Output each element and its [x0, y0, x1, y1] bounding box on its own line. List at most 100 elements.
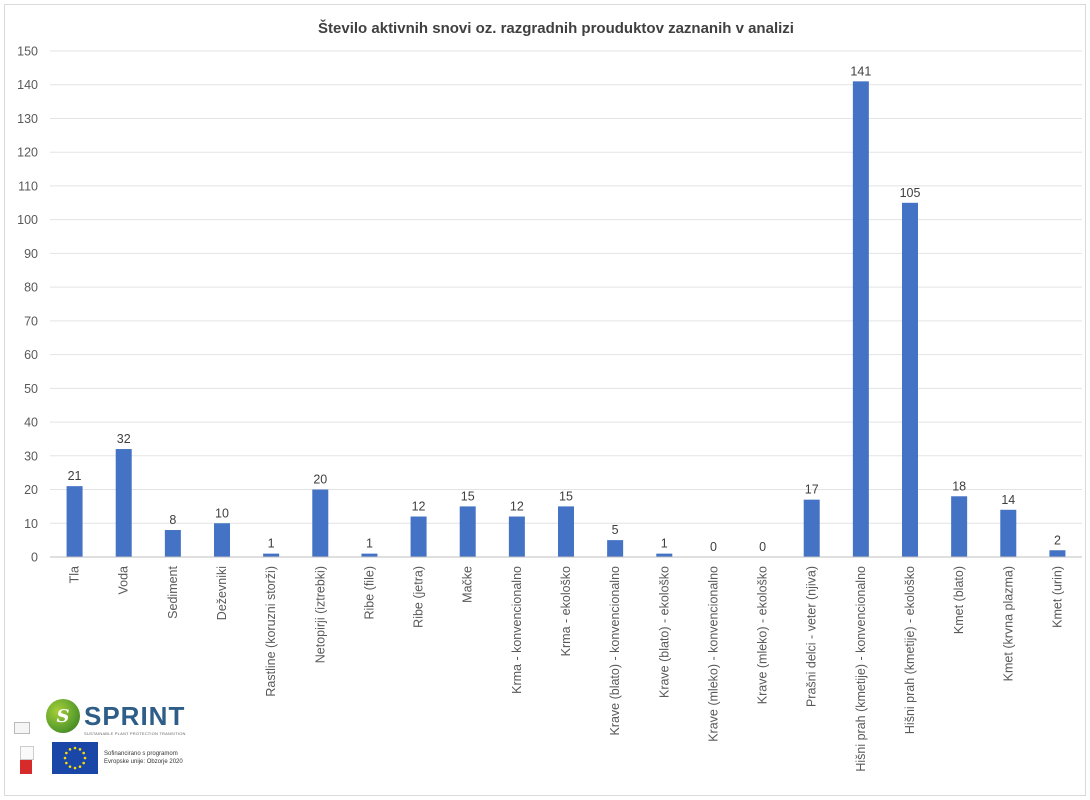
y-tick-label: 60	[24, 348, 38, 362]
x-axis-categories: Tla Voda Sediment Deževniki Rastline (koruzn…	[68, 565, 1065, 771]
x-category-label: Kmet (blato)	[952, 566, 966, 634]
eu-star	[65, 751, 68, 755]
y-tick-label: 120	[17, 146, 38, 160]
sprint-tagline: SUSTAINABLE PLANT PROTECTION TRANSITION	[84, 731, 186, 736]
partner-emblem	[20, 746, 34, 760]
eu-funding-text: Sofinancirano s programom Evropske unije…	[104, 750, 214, 766]
eu-star	[63, 756, 67, 760]
data-label: 12	[510, 500, 524, 514]
logo-block: S SPRINT SUSTAINABLE PLANT PROTECTION TR…	[12, 698, 212, 788]
bar	[852, 81, 869, 558]
y-tick-label: 80	[24, 281, 38, 295]
x-category-label: Ribe (jetra)	[412, 566, 426, 628]
data-label: 14	[1001, 493, 1015, 507]
eu-star	[73, 766, 77, 770]
data-label: 10	[215, 506, 229, 520]
data-label: 20	[313, 473, 327, 487]
y-tick-label: 10	[24, 517, 38, 531]
bar	[263, 553, 280, 557]
x-category-label: Krave (mleko) - konvencionalno	[706, 566, 720, 742]
eu-flag-icon	[52, 742, 98, 774]
data-label: 2	[1054, 533, 1061, 547]
bar	[164, 530, 181, 557]
y-tick-label: 50	[24, 382, 38, 396]
x-category-label: Krave (blato) - ekološko	[657, 566, 671, 698]
bar	[902, 202, 918, 558]
x-category-label: Deževniki	[215, 566, 229, 620]
sprint-wordmark: SPRINT	[84, 700, 186, 731]
x-category-label: Sediment	[166, 565, 180, 618]
x-category-label: Mačke	[461, 566, 475, 603]
bar	[115, 449, 132, 557]
x-category-label: Krave (mleko) - ekološko	[756, 566, 770, 704]
eu-star	[65, 761, 68, 765]
y-tick-label: 70	[24, 314, 38, 328]
y-tick-label: 0	[31, 551, 38, 565]
bar	[803, 499, 820, 557]
x-category-label: Netopirji (iztrebki)	[313, 566, 327, 663]
x-category-label: Rastline (koruzni storži)	[264, 566, 278, 697]
data-label: 105	[900, 186, 921, 200]
x-category-label: Krma - konvencionalno	[510, 566, 524, 694]
y-tick-label: 40	[24, 416, 38, 430]
x-category-label: Kmet (urin)	[1050, 566, 1064, 628]
y-tick-label: 100	[17, 213, 38, 227]
data-label: 12	[412, 500, 426, 514]
eu-funding-line-1: Sofinancirano s programom	[104, 751, 178, 757]
data-label: 141	[850, 64, 871, 78]
data-label: 15	[461, 489, 475, 503]
partner-badge	[14, 722, 30, 734]
red-flag-icon	[20, 760, 32, 774]
data-label: 21	[68, 469, 82, 483]
bar	[1049, 550, 1066, 557]
data-label: 1	[268, 537, 275, 551]
sprint-logo: S SPRINT	[46, 698, 185, 734]
eu-star	[73, 746, 77, 750]
sprint-leaf-icon: S	[46, 699, 80, 733]
y-tick-label: 110	[18, 179, 38, 193]
data-label: 1	[661, 537, 668, 551]
x-category-label: Krave (blato) - konvencionalno	[608, 566, 622, 736]
data-label: 1	[366, 537, 373, 551]
data-label: 0	[759, 540, 766, 554]
eu-star	[78, 748, 82, 751]
y-axis-ticks: 0 10 20 30 40 50 60 70 80 90 100 110 120 130 140 150	[17, 45, 38, 565]
x-category-label: Prašni delci - veter (njiva)	[805, 566, 819, 707]
y-tick-label: 140	[17, 78, 38, 92]
bar	[66, 486, 83, 557]
bars	[66, 81, 1066, 558]
eu-stars-icon	[63, 746, 87, 770]
eu-star	[83, 756, 87, 760]
x-category-label: Hišni prah (kmetije) - ekološko	[903, 566, 917, 734]
eu-star	[78, 765, 82, 768]
eu-star	[68, 765, 72, 768]
bar	[1000, 509, 1017, 557]
x-category-label: Kmet (krvna plazma)	[1001, 566, 1015, 681]
data-label: 5	[612, 523, 619, 537]
data-label: 0	[710, 540, 717, 554]
bar	[951, 496, 968, 557]
y-tick-label: 150	[17, 45, 38, 59]
eu-star	[68, 748, 72, 751]
bar	[607, 540, 624, 557]
bar	[459, 506, 476, 557]
bar	[558, 506, 574, 557]
eu-star	[82, 761, 85, 765]
gridlines	[50, 50, 1082, 524]
data-label: 8	[169, 513, 176, 527]
x-category-label: Voda	[117, 566, 131, 595]
bar	[410, 516, 427, 557]
bar	[214, 523, 230, 557]
eu-funding-line-2: Evropske unije: Obzorje 2020	[104, 759, 183, 765]
x-category-label: Ribe (file)	[362, 566, 376, 620]
bar	[508, 516, 525, 557]
data-label: 17	[805, 483, 819, 497]
data-label: 15	[559, 489, 573, 503]
bar	[656, 553, 673, 557]
eu-star	[82, 751, 85, 755]
data-label: 18	[952, 479, 966, 493]
x-category-label: Krma - ekološko	[559, 566, 573, 656]
y-tick-label: 130	[17, 112, 38, 126]
bar	[361, 553, 378, 557]
